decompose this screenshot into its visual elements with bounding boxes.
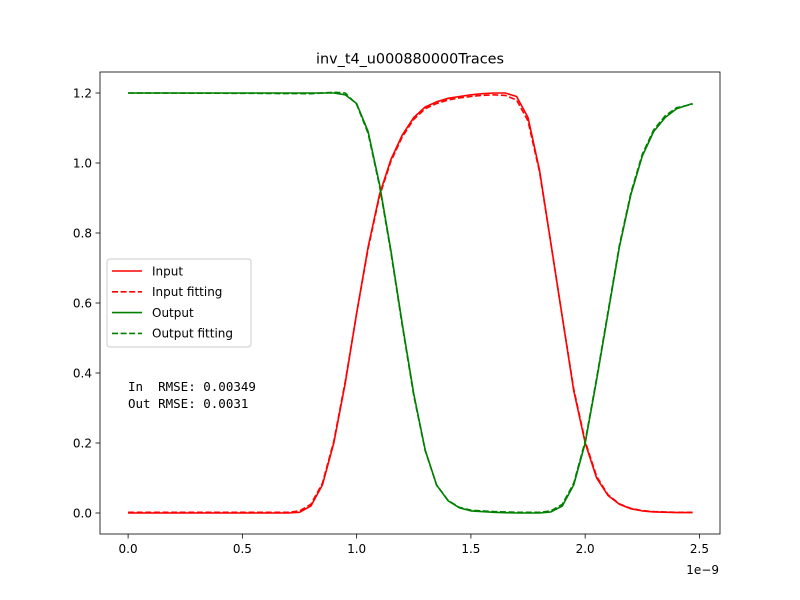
y-tick-label: 1.2 xyxy=(73,86,92,100)
x-tick-label: 0.0 xyxy=(119,542,138,556)
rmse-annotation-line: Out RMSE: 0.0031 xyxy=(128,396,248,411)
legend-label: Output xyxy=(152,306,194,320)
x-axis: 0.0 0.5 1.0 1.5 2.0 2.5 xyxy=(119,534,709,556)
series-line-input xyxy=(128,92,693,514)
series-line-input-fitting xyxy=(128,94,693,514)
y-tick-label: 0.8 xyxy=(73,226,92,240)
rmse-annotation-line: In RMSE: 0.00349 xyxy=(128,379,256,394)
rmse-annotation: In RMSE: 0.00349 Out RMSE: 0.0031 xyxy=(128,379,256,411)
y-tick-label: 0.0 xyxy=(73,506,92,520)
legend-label: Output fitting xyxy=(152,327,233,341)
legend-label: Input fitting xyxy=(152,285,222,299)
x-tick-label: 1.5 xyxy=(461,542,480,556)
x-tick-label: 1.0 xyxy=(347,542,366,556)
y-tick-label: 0.6 xyxy=(73,296,92,310)
chart-title: inv_t4_u000880000Traces xyxy=(316,52,504,68)
legend-label: Input xyxy=(152,264,183,278)
legend: Input Input fitting Output Output fitting xyxy=(106,258,252,348)
series-layer xyxy=(128,91,693,514)
y-tick-label: 1.0 xyxy=(73,156,92,170)
legend-box xyxy=(106,258,252,348)
y-axis: 0.0 0.2 0.4 0.6 0.8 1.0 1.2 xyxy=(73,86,100,520)
x-offset-label: 1e−9 xyxy=(686,563,719,577)
x-tick-label: 2.5 xyxy=(690,542,709,556)
y-tick-label: 0.2 xyxy=(73,436,92,450)
series-line-output-fitting xyxy=(128,91,693,514)
x-tick-label: 0.5 xyxy=(233,542,252,556)
x-tick-label: 2.0 xyxy=(576,542,595,556)
y-tick-label: 0.4 xyxy=(73,366,92,380)
